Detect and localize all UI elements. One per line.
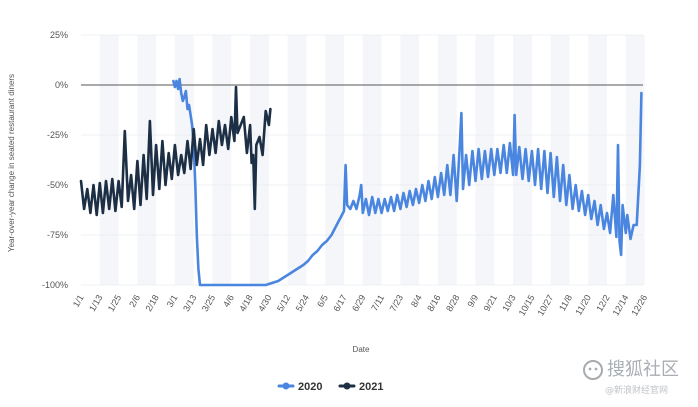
y-tick-label: -100% (42, 280, 68, 290)
watermark-chat-icon (583, 360, 603, 380)
x-tick-label: 1/13 (87, 293, 104, 313)
y-tick-label: -25% (47, 130, 68, 140)
x-tick-label: 3/13 (181, 293, 198, 313)
x-tick-label: 4/18 (237, 293, 254, 313)
x-tick-label: 1/25 (106, 293, 123, 313)
x-tick-label: 8/16 (425, 293, 442, 313)
x-tick-label: 12/2 (594, 293, 611, 313)
x-axis-ticks: 1/1 1/13 1/25 2/6 2/18 3/1 3/13 3/25 4/6 4/18 4/30… (71, 293, 649, 318)
y-tick-label: 25% (50, 30, 68, 40)
x-tick-label: 11/20 (573, 293, 593, 317)
grid-band (362, 35, 382, 285)
x-tick-label: 4/30 (256, 293, 273, 313)
x-tick-label: 11/8 (557, 293, 574, 313)
x-tick-label: 9/9 (465, 293, 480, 309)
y-tick-label: -50% (47, 180, 68, 190)
grid-bands (99, 35, 645, 285)
watermark-title: 搜狐社区 (607, 359, 679, 380)
legend-marker-2021 (343, 382, 351, 390)
watermark-subtitle: @新浪财经官网 (605, 384, 668, 396)
x-tick-label: 12/26 (629, 293, 649, 318)
x-tick-label: 12/14 (611, 293, 631, 318)
x-tick-label: 7/23 (388, 293, 405, 313)
x-tick-label: 1/1 (71, 293, 86, 309)
x-tick-label: 10/15 (517, 293, 537, 318)
x-tick-label: 5/12 (275, 293, 292, 313)
legend-item-2020[interactable]: 2020 (277, 381, 322, 393)
series-line-2021[interactable] (79, 85, 272, 217)
x-tick-label: 2/18 (143, 293, 160, 313)
legend-label-2021: 2021 (359, 381, 383, 393)
y-axis-label: Year-over-year change in seated restaura… (7, 74, 16, 252)
x-tick-label: 7/11 (369, 293, 386, 313)
grid-band (99, 35, 119, 285)
x-tick-label: 10/3 (500, 293, 517, 313)
x-tick-label: 6/29 (350, 293, 367, 313)
grid-band (325, 35, 344, 285)
grid-band (437, 35, 457, 285)
y-tick-label: -75% (47, 230, 68, 240)
grid-band (625, 35, 645, 285)
x-tick-label: 6/17 (331, 293, 348, 313)
x-tick-label: 8/4 (409, 293, 424, 309)
y-tick-label: 0% (55, 80, 68, 90)
legend-label-2020: 2020 (298, 381, 322, 393)
grid-band (287, 35, 307, 285)
series-lines (79, 77, 643, 287)
grid-band (137, 35, 157, 285)
x-axis-label: Date (353, 345, 370, 354)
grid-band (400, 35, 420, 285)
grid-band (550, 35, 570, 285)
x-tick-label: 3/25 (200, 293, 217, 313)
x-tick-label: 6/5 (315, 293, 330, 309)
legend: 2020 2021 (277, 381, 383, 393)
grid-band (588, 35, 607, 285)
x-tick-label: 5/24 (294, 293, 311, 313)
watermark-logo: 搜狐社区 @新浪财经官网 (583, 359, 679, 396)
x-tick-label: 2/6 (127, 293, 142, 309)
x-tick-label: 4/6 (221, 293, 236, 309)
grid-band (212, 35, 232, 285)
legend-item-2021[interactable]: 2021 (338, 381, 383, 393)
x-tick-label: 10/27 (535, 293, 555, 318)
x-tick-label: 3/1 (165, 293, 180, 309)
grid-band (513, 35, 532, 285)
grid-band (250, 35, 269, 285)
legend-marker-2020 (282, 382, 290, 390)
series-line-2020[interactable] (172, 77, 643, 287)
x-tick-label: 9/21 (482, 293, 499, 313)
y-axis-ticks: 25% 0% -25% -50% -75% -100% (42, 30, 68, 290)
x-tick-label: 8/28 (444, 293, 461, 313)
